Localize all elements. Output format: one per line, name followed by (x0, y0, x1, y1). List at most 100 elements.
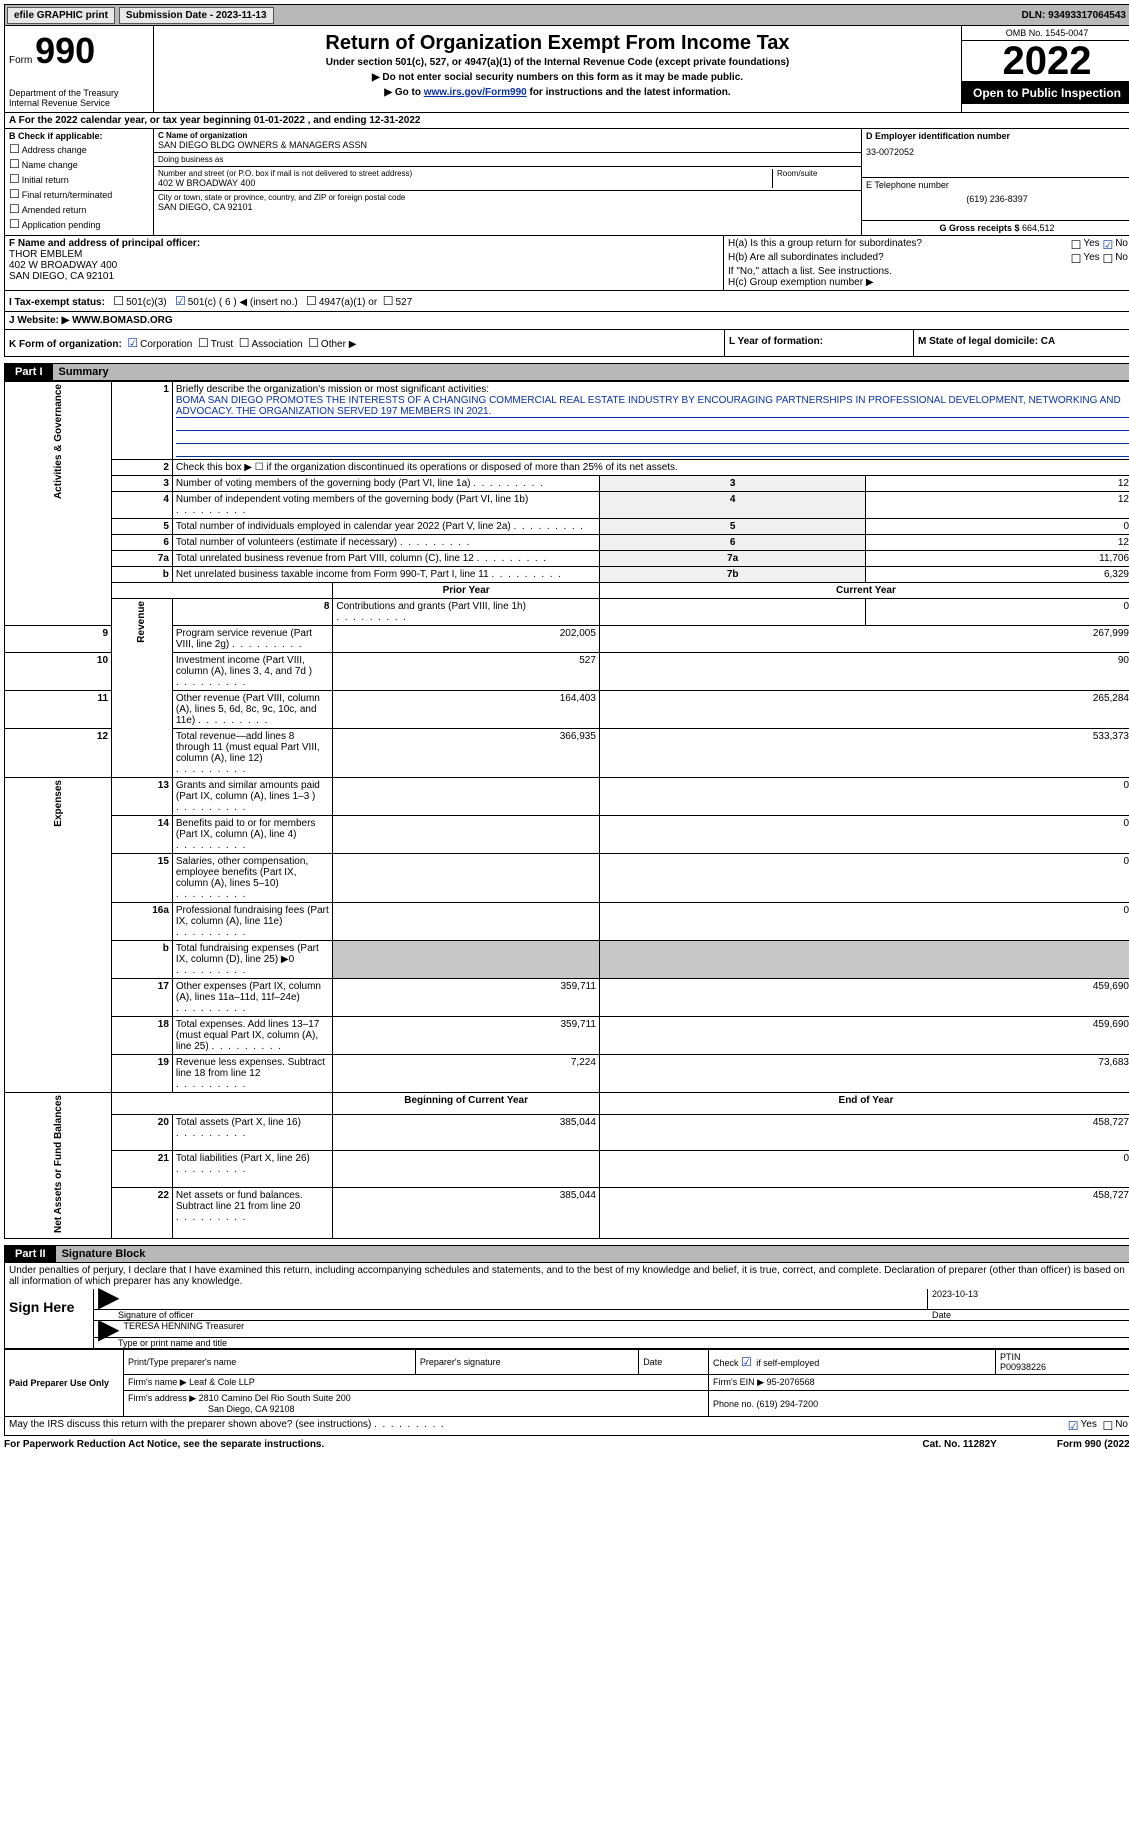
chk-other[interactable] (308, 339, 321, 350)
chk-self-employed[interactable] (741, 1358, 754, 1368)
row-i-tax-status: I Tax-exempt status: 501(c)(3) 501(c) ( … (4, 291, 1129, 312)
irs-link[interactable]: www.irs.gov/Form990 (424, 87, 527, 98)
line19-curr: 73,683 (599, 1055, 1129, 1093)
line5-text: Total number of individuals employed in … (172, 519, 599, 535)
line11-num: 11 (5, 691, 112, 729)
ha-no-chk[interactable] (1102, 238, 1115, 252)
chk-501c3[interactable] (113, 297, 126, 308)
chk-initial-return[interactable]: Initial return (9, 172, 149, 186)
line9-prior: 202,005 (333, 626, 600, 653)
ein-label: D Employer identification number (866, 131, 1128, 141)
preparer-table: Paid Preparer Use Only Print/Type prepar… (4, 1349, 1129, 1417)
line8-text: Contributions and grants (Part VIII, lin… (333, 599, 600, 626)
line1-label: Briefly describe the organization's miss… (176, 384, 489, 395)
part2-header: Part II Signature Block (4, 1245, 1129, 1263)
summary-table: Activities & Governance 1 Briefly descri… (4, 381, 1129, 1239)
header-right: OMB No. 1545-0047 2022 Open to Public In… (961, 26, 1129, 112)
line1-cell: Briefly describe the organization's miss… (172, 382, 1129, 460)
line15-text: Salaries, other compensation, employee b… (172, 854, 332, 903)
discuss-yes-chk[interactable] (1068, 1419, 1081, 1433)
line16a-text: Professional fundraising fees (Part IX, … (172, 903, 332, 941)
line13-text: Grants and similar amounts paid (Part IX… (172, 778, 332, 816)
hb-yes-chk[interactable] (1071, 252, 1084, 266)
lineb-boxnum: 7b (599, 567, 866, 583)
chk-4947[interactable] (306, 297, 319, 308)
pra-notice: For Paperwork Reduction Act Notice, see … (4, 1439, 324, 1450)
chk-final-return[interactable]: Final return/terminated (9, 187, 149, 201)
phone-cell: E Telephone number (619) 236-8397 (862, 178, 1129, 221)
officer-name: THOR EMBLEM (9, 249, 719, 260)
line6-num: 6 (112, 535, 173, 551)
chk-corp[interactable] (127, 339, 140, 350)
chk-address-change[interactable]: Address change (9, 142, 149, 156)
line20-prior: 385,044 (333, 1114, 600, 1151)
chk-application-pending[interactable]: Application pending (9, 217, 149, 231)
line17-num: 17 (112, 979, 173, 1017)
line4-num: 4 (112, 492, 173, 519)
line14-curr: 0 (599, 816, 1129, 854)
tab-activities: Activities & Governance (5, 382, 112, 626)
phone-value: (619) 236-8397 (866, 194, 1128, 204)
line16a-curr: 0 (599, 903, 1129, 941)
line18-curr: 459,690 (599, 1017, 1129, 1055)
part1-header: Part I Summary (4, 363, 1129, 381)
tab-revenue: Revenue (112, 599, 173, 778)
column-c-org-info: C Name of organization SAN DIEGO BLDG OW… (154, 129, 861, 235)
line7a-boxnum: 7a (599, 551, 866, 567)
hb-no-chk[interactable] (1102, 252, 1115, 266)
officer-addr2: SAN DIEGO, CA 92101 (9, 271, 719, 282)
tax-status-label: I Tax-exempt status: (9, 297, 105, 308)
chk-assoc[interactable] (239, 339, 252, 350)
form-footer: Form 990 (2022) (1057, 1439, 1129, 1450)
chk-name-change[interactable]: Name change (9, 157, 149, 171)
line17-prior: 359,711 (333, 979, 600, 1017)
line15-curr: 0 (599, 854, 1129, 903)
line15-prior (333, 854, 600, 903)
line13-prior (333, 778, 600, 816)
chk-trust[interactable] (198, 339, 211, 350)
discuss-yes: Yes (1081, 1419, 1097, 1433)
officer-label: F Name and address of principal officer: (9, 238, 200, 249)
street-cell: Number and street (or P.O. box if mail i… (154, 167, 861, 191)
col-current-year: Current Year (599, 583, 1129, 599)
tax-year: 2022 (962, 41, 1129, 82)
discuss-no-chk[interactable] (1102, 1419, 1115, 1433)
ha-yes-chk[interactable] (1071, 238, 1084, 252)
line1-num: 1 (112, 382, 173, 460)
line8-num: 8 (172, 599, 332, 626)
efile-print-button[interactable]: efile GRAPHIC print (7, 7, 115, 24)
line12-prior: 366,935 (333, 729, 600, 778)
chk-501c[interactable] (175, 297, 188, 308)
m-label: M State of legal domicile: CA (918, 336, 1055, 347)
line5-boxnum: 5 (599, 519, 866, 535)
gross-label: G Gross receipts $ (939, 223, 1022, 233)
row-j-website: J Website: ▶ WWW.BOMASD.ORG (4, 312, 1129, 330)
line4-value: 12 (866, 492, 1129, 519)
line12-curr: 533,373 (599, 729, 1129, 778)
form-of-org: K Form of organization: Corporation Trus… (5, 330, 725, 356)
column-d-ein: D Employer identification number 33-0072… (861, 129, 1129, 235)
chk-amended-return[interactable]: Amended return (9, 202, 149, 216)
line17-text: Other expenses (Part IX, column (A), lin… (172, 979, 332, 1017)
line16a-prior (333, 903, 600, 941)
sig-officer-label: Signature of officer (118, 1310, 932, 1320)
blank-line-2 (176, 431, 1129, 444)
line22-num: 22 (112, 1187, 173, 1238)
firm-addr-cell: Firm's address ▶ 2810 Camino Del Rio Sou… (124, 1391, 709, 1417)
line10-curr: 90 (599, 653, 1129, 691)
dln-text: DLN: 93493317064543 (1021, 10, 1126, 21)
form-title: Return of Organization Exempt From Incom… (158, 32, 957, 55)
paid-preparer-label: Paid Preparer Use Only (5, 1350, 124, 1417)
line19-prior: 7,224 (333, 1055, 600, 1093)
line4-boxnum: 4 (599, 492, 866, 519)
pointer-icon-1: ▶ (94, 1289, 124, 1309)
chk-527[interactable] (383, 297, 396, 308)
line19-text: Revenue less expenses. Subtract line 18 … (172, 1055, 332, 1093)
hb-label: H(b) Are all subordinates included? (728, 252, 1071, 266)
dba-cell: Doing business as (154, 153, 861, 167)
header-center: Return of Organization Exempt From Incom… (154, 26, 961, 112)
lineb-num: b (112, 567, 173, 583)
ein-value: 33-0072052 (866, 147, 1128, 157)
firm-name-cell: Firm's name ▶ Leaf & Cole LLP (124, 1375, 709, 1391)
submission-date-button[interactable]: Submission Date - 2023-11-13 (119, 7, 274, 24)
